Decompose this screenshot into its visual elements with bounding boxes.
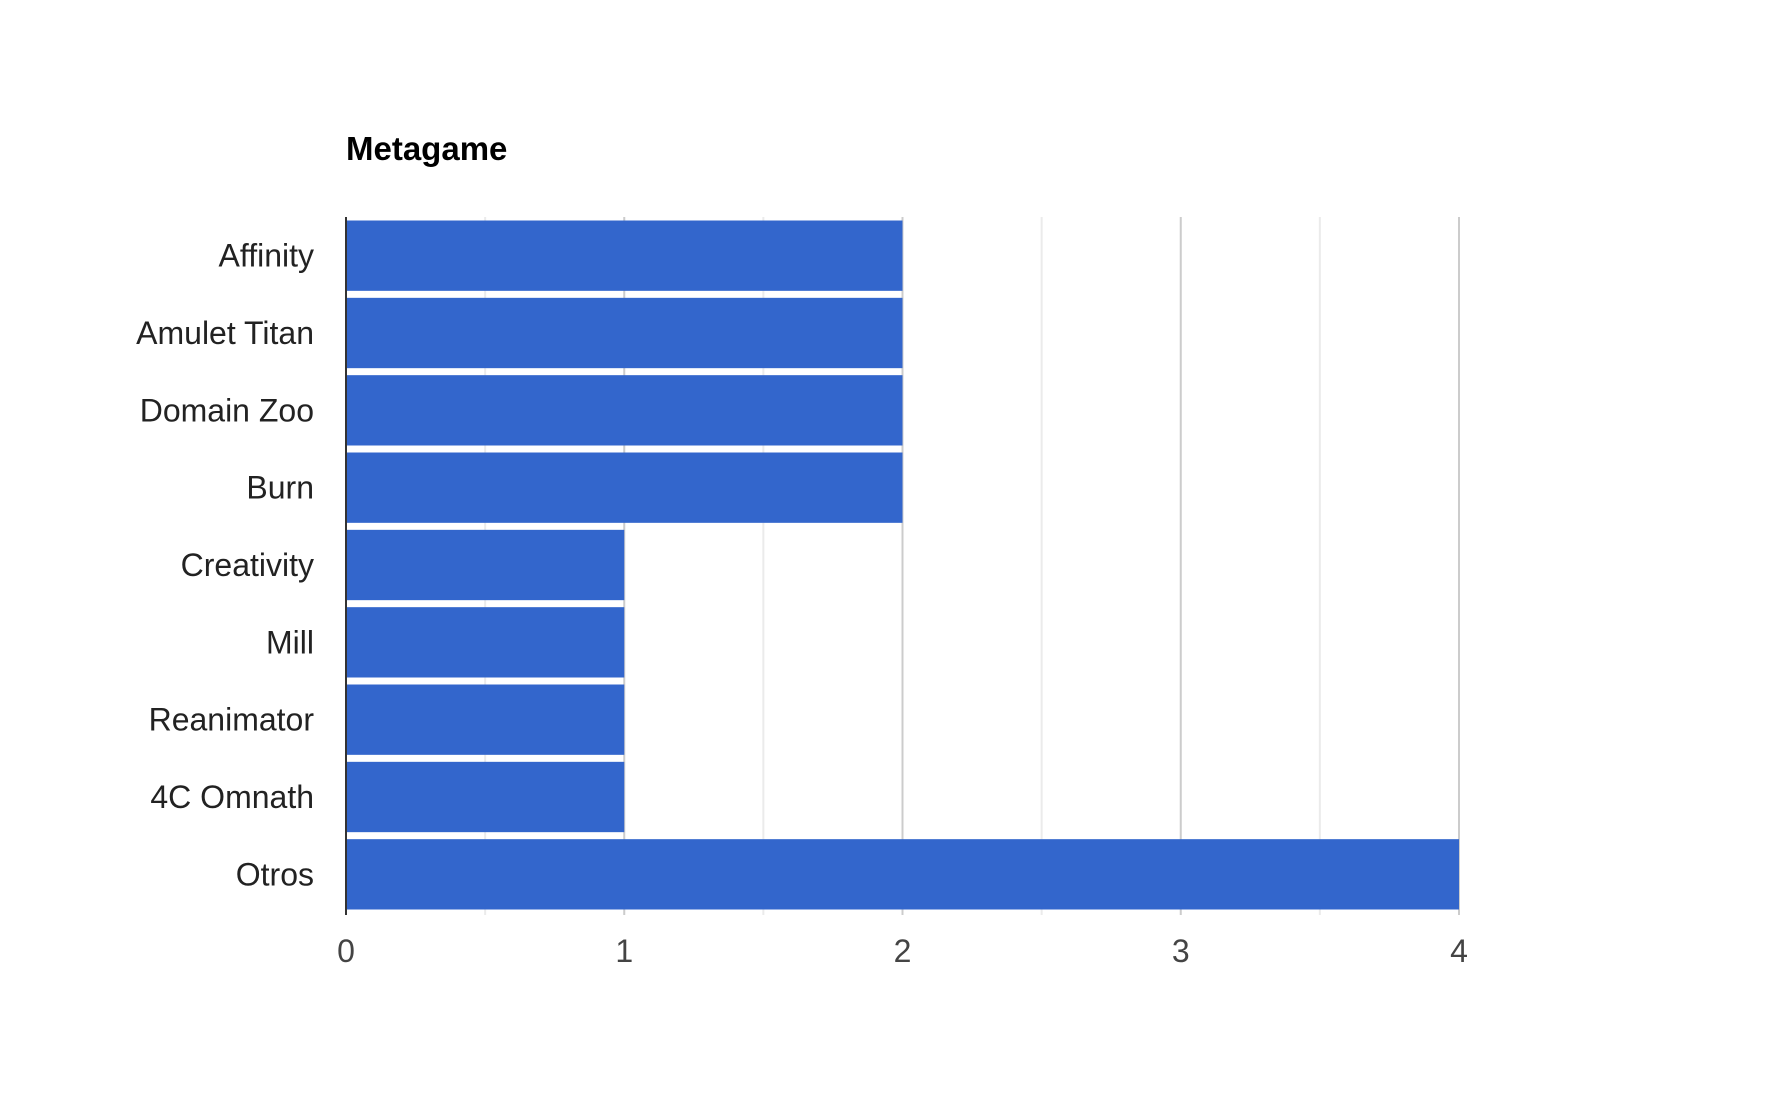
category-label: Creativity: [181, 547, 314, 583]
bar-4c-omnath: [346, 761, 625, 833]
x-tick-label: 1: [615, 933, 633, 969]
chart-title: Metagame: [346, 130, 507, 167]
bar-burn: [346, 452, 903, 523]
category-label: Burn: [246, 470, 314, 506]
bar-otros: [346, 839, 1459, 910]
category-labels: Affinity Amulet Titan Domain Zoo Burn Creati…: [136, 238, 314, 893]
bar-domain-zoo: [346, 375, 903, 446]
category-label: 4C Omnath: [150, 779, 314, 815]
x-tick-label: 4: [1450, 933, 1468, 969]
x-tick-label: 2: [894, 933, 912, 969]
bar-amulet-titan: [346, 297, 903, 369]
category-label: Amulet Titan: [136, 315, 314, 351]
x-tick-label: 3: [1172, 933, 1190, 969]
category-label: Reanimator: [149, 702, 315, 738]
bar-affinity: [346, 220, 903, 291]
bar-creativity: [346, 529, 625, 601]
category-label: Otros: [236, 856, 314, 892]
bars: [346, 220, 1459, 910]
x-tick-label: 0: [337, 933, 355, 969]
bar-mill: [346, 607, 625, 678]
category-label: Mill: [266, 624, 314, 660]
category-label: Affinity: [219, 238, 314, 274]
x-axis-tick-labels: 0 1 2 3 4: [337, 933, 1468, 969]
category-label: Domain Zoo: [140, 392, 314, 428]
bar-reanimator: [346, 684, 625, 755]
